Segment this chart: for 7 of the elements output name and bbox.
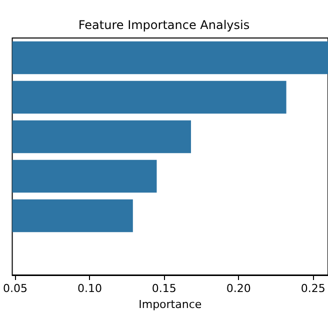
x-tick-label: 0.25 xyxy=(300,282,326,295)
x-tick-label: 0.15 xyxy=(152,282,176,295)
chart-title: Feature Importance Analysis xyxy=(78,18,250,32)
x-axis-title: Importance xyxy=(138,298,202,311)
x-tick-label: 0.20 xyxy=(226,282,251,295)
x-tick-label: 0.05 xyxy=(2,282,28,295)
x-tick-label: 0.10 xyxy=(77,282,102,295)
